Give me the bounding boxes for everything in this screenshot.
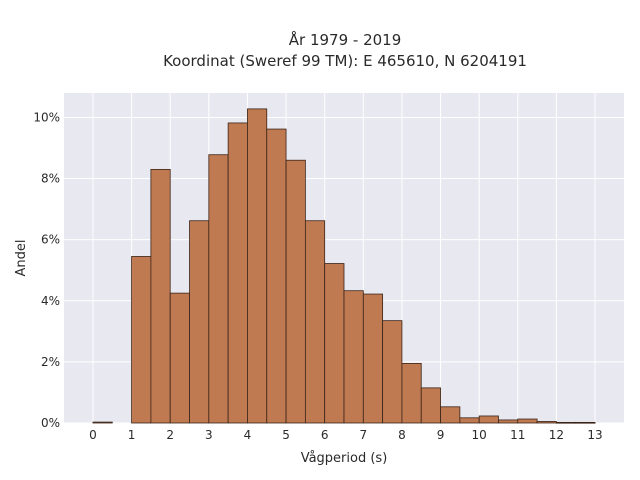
histogram-bar (304, 220, 326, 424)
x-tick-label: 12 (549, 428, 564, 442)
x-tick-label: 7 (359, 428, 367, 442)
histogram-bar (575, 421, 596, 424)
histogram-bar (420, 387, 441, 424)
x-tick-label: 2 (166, 428, 174, 442)
y-tick-label: 2% (41, 355, 60, 369)
x-tick-label: 10 (472, 428, 487, 442)
x-axis-label: Vågperiod (s) (301, 451, 388, 466)
bars (92, 108, 596, 424)
histogram-bar (401, 363, 422, 424)
y-axis-label: Andel (14, 240, 29, 277)
chart-title-line1: År 1979 - 2019 (289, 30, 402, 49)
histogram-bar (247, 108, 268, 424)
x-tick-label: 8 (398, 428, 406, 442)
y-tick-label: 6% (41, 233, 60, 247)
y-tick-label: 0% (41, 416, 60, 430)
histogram-bar (382, 320, 403, 424)
x-tick-label: 6 (321, 428, 329, 442)
histogram-bar (266, 128, 287, 424)
x-tick-label: 0 (89, 428, 97, 442)
histogram-bar (459, 417, 480, 424)
histogram-bar (227, 122, 248, 424)
histogram-bar (517, 418, 538, 424)
histogram-bar (536, 421, 557, 424)
y-axis-ticks: 0% 2% 4% 6% 8% 10% (33, 110, 60, 430)
histogram-bar (362, 293, 384, 424)
histogram-bar (169, 292, 190, 424)
histogram-bar (92, 421, 113, 424)
histogram-bar (150, 168, 171, 424)
x-tick-label: 4 (244, 428, 252, 442)
histogram-bar (208, 154, 229, 424)
y-tick-label: 4% (41, 294, 60, 308)
y-tick-label: 8% (41, 172, 60, 186)
chart-title-line2: Koordinat (Sweref 99 TM): E 465610, N 62… (163, 52, 527, 70)
y-tick-label: 10% (33, 110, 60, 124)
x-tick-label: 11 (510, 428, 525, 442)
histogram-bar (285, 159, 306, 424)
x-tick-label: 9 (437, 428, 445, 442)
histogram-bar (478, 415, 499, 424)
histogram-bar (324, 263, 345, 424)
x-tick-label: 13 (587, 428, 602, 442)
histogram-bar (343, 290, 364, 424)
histogram-bar (189, 220, 210, 424)
x-tick-label: 3 (205, 428, 213, 442)
histogram-bar (498, 419, 519, 424)
histogram-bar (440, 406, 461, 424)
histogram-bar (556, 421, 577, 424)
x-tick-label: 5 (282, 428, 290, 442)
x-axis-ticks: 0 1 2 3 4 5 6 7 8 9 10 11 12 13 (89, 428, 603, 442)
histogram-bar (131, 256, 152, 424)
x-tick-label: 1 (128, 428, 136, 442)
